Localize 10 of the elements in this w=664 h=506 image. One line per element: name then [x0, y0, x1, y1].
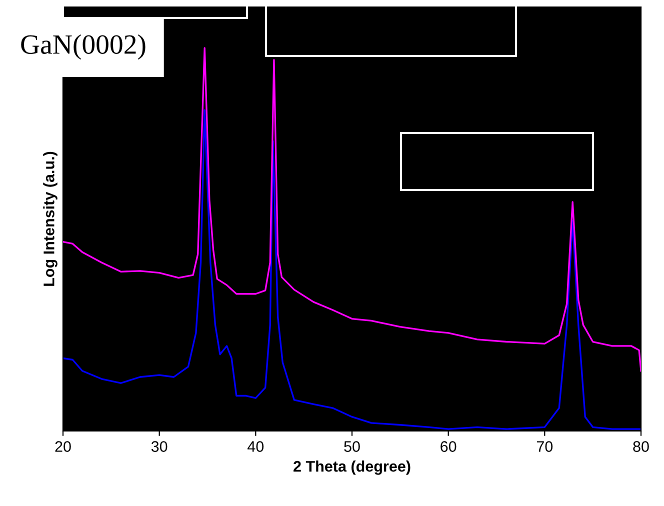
x-tick-label: 30	[151, 441, 168, 452]
x-tick-label: 70	[536, 441, 553, 452]
annotation: GaN(0002)	[21, 34, 146, 60]
x-tick-label: 60	[440, 441, 456, 452]
x-tick-label: 80	[633, 441, 649, 452]
x-tick-label: 50	[344, 441, 360, 452]
x-axis-title: 2 Theta (degree)	[294, 460, 410, 475]
x-tick-label: 20	[55, 441, 71, 452]
y-axis-title: Log Intensity (a.u.)	[43, 152, 58, 286]
x-tick-label: 40	[248, 441, 264, 452]
